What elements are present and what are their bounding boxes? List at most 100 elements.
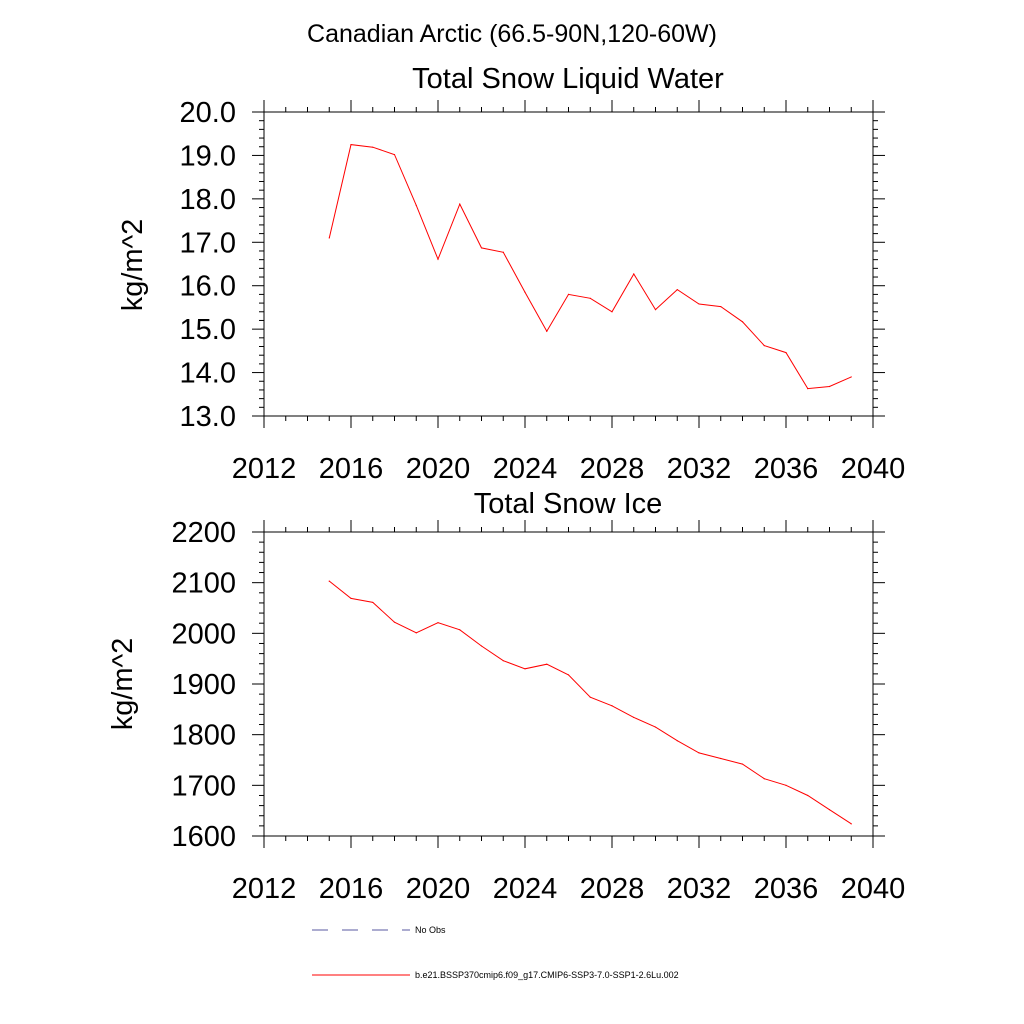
y-tick-label: 1700 <box>171 770 236 802</box>
data-point <box>459 629 461 631</box>
data-series <box>328 580 852 825</box>
x-tick-label: 2028 <box>580 453 645 485</box>
data-point <box>850 376 852 378</box>
data-point <box>676 740 678 742</box>
data-point <box>807 794 809 797</box>
tick-labels: 2012 2016 2020 2024 2028 2032 2036 2040 13.0 14.0… <box>180 97 906 485</box>
data-point <box>546 663 548 665</box>
data-point <box>807 388 809 390</box>
data-point <box>372 601 374 604</box>
data-point <box>654 726 657 728</box>
plot-frame <box>263 531 874 837</box>
data-point <box>567 674 570 676</box>
y-tick-label: 14.0 <box>180 358 236 390</box>
data-point <box>437 258 439 260</box>
x-tick-label: 2016 <box>319 453 384 485</box>
data-point <box>828 385 831 388</box>
y-axis-label: kg/m^2 <box>107 638 139 731</box>
y-tick-label: 20.0 <box>180 97 236 129</box>
data-point <box>589 696 591 698</box>
tick-labels: 2012 2016 2020 2024 2028 2032 2036 2040 1600 1700… <box>171 517 905 905</box>
data-point <box>698 752 700 754</box>
x-tick-label: 2020 <box>406 453 471 485</box>
data-point <box>741 763 744 765</box>
data-point <box>524 668 526 670</box>
data-point <box>524 291 526 293</box>
x-tick-label: 2012 <box>232 453 297 485</box>
legend: No Obs b.e21.BSSP370cmip6.f09_g17.CMIP6-… <box>312 925 679 980</box>
chart-snow-ice: Total Snow Ice kg/m^2 2012 2016 2020 2024 20… <box>107 488 905 905</box>
data-point <box>654 309 657 311</box>
data-point <box>785 351 787 354</box>
x-tick-label: 2020 <box>406 873 471 905</box>
data-point <box>611 705 613 707</box>
x-tick-label: 2016 <box>319 873 384 905</box>
data-point <box>372 146 374 148</box>
data-point <box>350 143 352 146</box>
data-point <box>480 247 483 249</box>
x-tick-label: 2032 <box>667 453 732 485</box>
y-tick-label: 18.0 <box>180 184 236 216</box>
y-tick-label: 13.0 <box>180 401 236 433</box>
data-point <box>546 330 548 332</box>
series-line <box>328 144 852 390</box>
data-point <box>502 251 504 253</box>
x-tick-label: 2040 <box>841 453 906 485</box>
y-tick-label: 2000 <box>171 618 236 650</box>
legend-label-no-obs: No Obs <box>415 925 446 935</box>
y-tick-label: 15.0 <box>180 314 236 346</box>
series-line <box>328 580 852 825</box>
x-tick-label: 2024 <box>493 453 558 485</box>
data-point <box>393 621 396 623</box>
y-tick-label: 1900 <box>171 669 236 701</box>
y-axis-label: kg/m^2 <box>117 219 149 312</box>
y-tick-label: 1600 <box>171 821 236 853</box>
data-point <box>720 305 722 308</box>
data-point <box>785 784 787 786</box>
chart-title: Total Snow Liquid Water <box>412 63 724 95</box>
data-point <box>676 289 678 291</box>
data-point <box>415 204 417 206</box>
data-point <box>415 632 417 634</box>
data-point <box>633 273 635 275</box>
data-point <box>850 823 852 825</box>
data-point <box>698 303 700 305</box>
data-point <box>611 311 613 313</box>
y-tick-label: 2100 <box>171 568 236 600</box>
data-point <box>328 580 330 582</box>
data-point <box>393 153 396 156</box>
data-point <box>459 203 461 205</box>
chart-liquid-water: Total Snow Liquid Water kg/m^2 2012 2016 2… <box>117 63 905 485</box>
x-tick-label: 2036 <box>754 873 819 905</box>
plot-frame <box>263 111 874 417</box>
data-series <box>328 143 852 390</box>
data-point <box>437 622 439 624</box>
x-tick-label: 2036 <box>754 453 819 485</box>
axis-ticks <box>252 100 885 428</box>
x-tick-label: 2040 <box>841 873 906 905</box>
y-tick-label: 17.0 <box>180 227 236 259</box>
data-point <box>589 297 591 299</box>
data-point <box>633 716 635 719</box>
data-point <box>328 237 330 239</box>
x-tick-label: 2012 <box>232 873 297 905</box>
data-point <box>763 345 765 347</box>
data-point <box>502 660 504 662</box>
y-tick-label: 2200 <box>171 517 236 549</box>
y-tick-label: 1800 <box>171 720 236 752</box>
x-tick-label: 2028 <box>580 873 645 905</box>
x-tick-label: 2024 <box>493 873 558 905</box>
data-point <box>720 757 722 760</box>
y-tick-label: 19.0 <box>180 140 236 172</box>
data-point <box>480 645 483 647</box>
data-point <box>828 809 831 811</box>
data-point <box>741 321 744 323</box>
region-title: Canadian Arctic (66.5-90N,120-60W) <box>307 20 717 48</box>
data-point <box>350 597 352 599</box>
data-point <box>763 778 765 780</box>
data-point <box>567 293 570 295</box>
legend-label-model-run: b.e21.BSSP370cmip6.f09_g17.CMIP6-SSP3-7.… <box>415 970 679 980</box>
y-tick-label: 16.0 <box>180 271 236 303</box>
chart-title: Total Snow Ice <box>474 488 663 520</box>
